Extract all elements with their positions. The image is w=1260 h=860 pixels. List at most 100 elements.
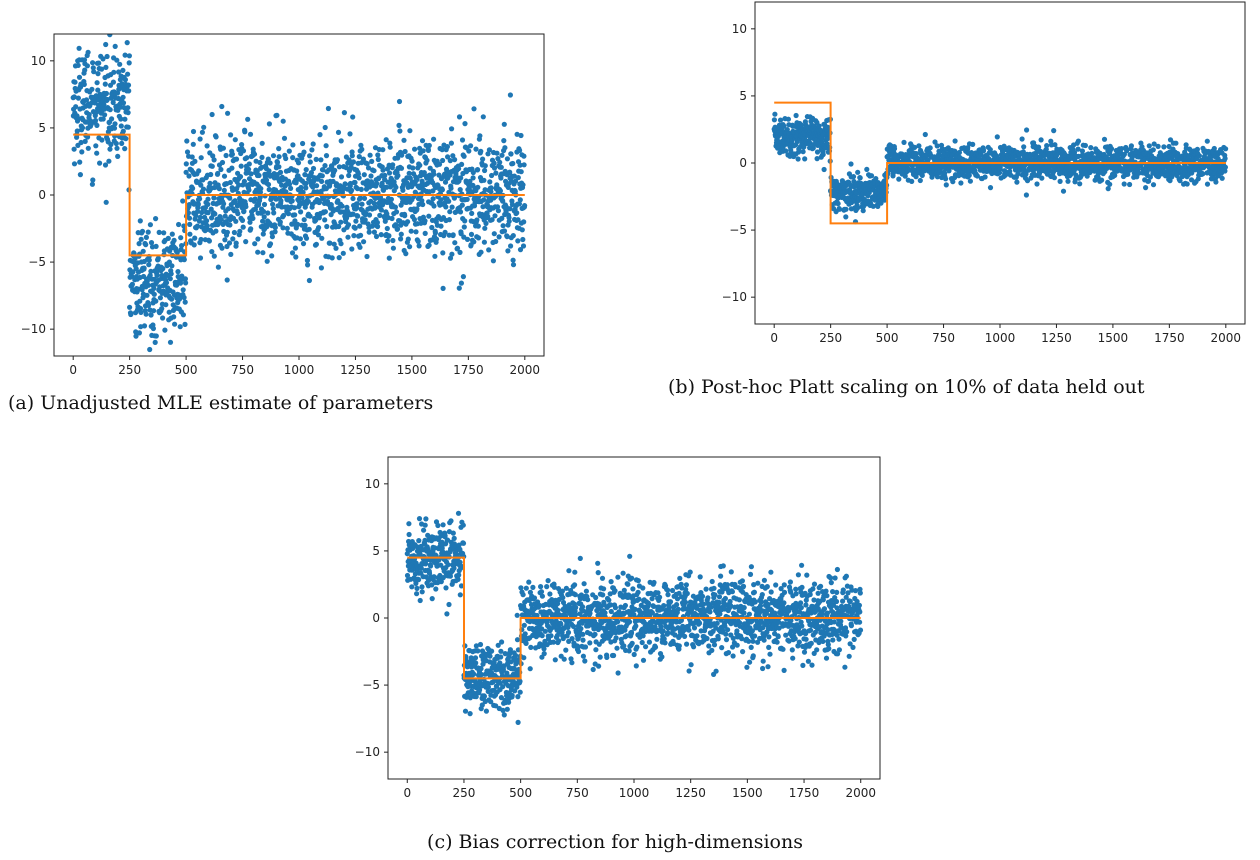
data-point [613, 635, 619, 641]
data-point [421, 170, 427, 176]
data-point [125, 110, 131, 116]
data-point [130, 269, 136, 275]
data-point [143, 234, 149, 240]
data-point [487, 653, 493, 659]
data-point [565, 624, 571, 630]
data-point [520, 182, 526, 188]
data-point [1019, 136, 1025, 142]
y-tick-label: −10 [722, 290, 747, 304]
data-point [445, 562, 451, 568]
data-point [81, 81, 87, 87]
data-point [873, 176, 879, 182]
data-point [334, 157, 340, 163]
data-point [352, 179, 358, 186]
data-point [1155, 143, 1161, 149]
data-point [802, 156, 808, 162]
data-point [498, 164, 504, 170]
data-point [127, 304, 133, 310]
data-point [513, 652, 519, 659]
data-point [181, 223, 187, 229]
data-point [448, 140, 454, 146]
data-point [415, 238, 421, 244]
data-point [536, 602, 543, 609]
data-point [165, 235, 171, 241]
data-point [371, 229, 377, 235]
data-point [109, 116, 115, 122]
data-point [266, 168, 272, 174]
data-point [467, 178, 473, 184]
data-point [137, 298, 143, 304]
data-point [821, 166, 827, 173]
data-point [457, 209, 464, 215]
data-point [114, 145, 120, 151]
data-point [913, 151, 920, 157]
data-point [404, 551, 410, 557]
data-point [303, 235, 310, 241]
data-point [175, 269, 181, 275]
data-point [359, 146, 365, 152]
data-point [578, 626, 584, 632]
data-point [560, 595, 566, 601]
data-point [213, 228, 219, 234]
data-point [572, 612, 579, 618]
data-point [473, 660, 479, 666]
data-point [205, 201, 211, 207]
data-point [1121, 181, 1127, 187]
data-point [482, 163, 488, 169]
x-tick-label: 750 [231, 363, 254, 377]
data-point [239, 217, 246, 223]
data-point [151, 308, 157, 314]
data-point [875, 203, 881, 209]
data-point [409, 584, 415, 590]
data-point [521, 162, 527, 168]
data-point [358, 186, 364, 192]
data-point [565, 629, 572, 636]
data-point [429, 224, 435, 231]
data-point [345, 222, 352, 228]
data-point [1222, 155, 1228, 162]
data-point [151, 285, 157, 291]
data-point [1099, 177, 1105, 183]
data-point [172, 321, 178, 327]
data-point [824, 141, 830, 147]
data-point [448, 185, 454, 191]
data-point [514, 612, 520, 618]
data-point [608, 608, 614, 615]
data-point [414, 206, 420, 212]
data-point [468, 143, 474, 149]
data-point [507, 169, 513, 175]
data-point [114, 57, 120, 63]
data-point [416, 243, 422, 249]
data-point [237, 228, 243, 234]
data-point [452, 157, 458, 163]
data-point [250, 215, 256, 221]
data-point [101, 101, 107, 108]
data-point [506, 699, 512, 705]
data-point [327, 240, 333, 246]
data-point [1044, 143, 1050, 149]
data-point [286, 181, 293, 187]
data-point [943, 182, 949, 188]
data-point [447, 209, 453, 215]
data-point [235, 211, 241, 217]
data-point [515, 719, 521, 725]
data-point [493, 170, 499, 176]
data-point [455, 510, 462, 516]
data-point [820, 151, 826, 158]
x-tick-label: 250 [118, 363, 141, 377]
y-tick-label: 5 [739, 89, 747, 103]
data-point [349, 149, 355, 155]
data-point [521, 655, 527, 661]
data-point [331, 241, 337, 247]
data-point [483, 708, 489, 714]
data-point [318, 265, 324, 271]
data-point [545, 578, 551, 584]
data-point [295, 160, 302, 166]
data-point [304, 257, 310, 264]
data-point [864, 166, 870, 172]
data-point [110, 99, 116, 106]
data-point [187, 231, 193, 237]
data-point [176, 221, 182, 228]
data-point [150, 325, 156, 332]
